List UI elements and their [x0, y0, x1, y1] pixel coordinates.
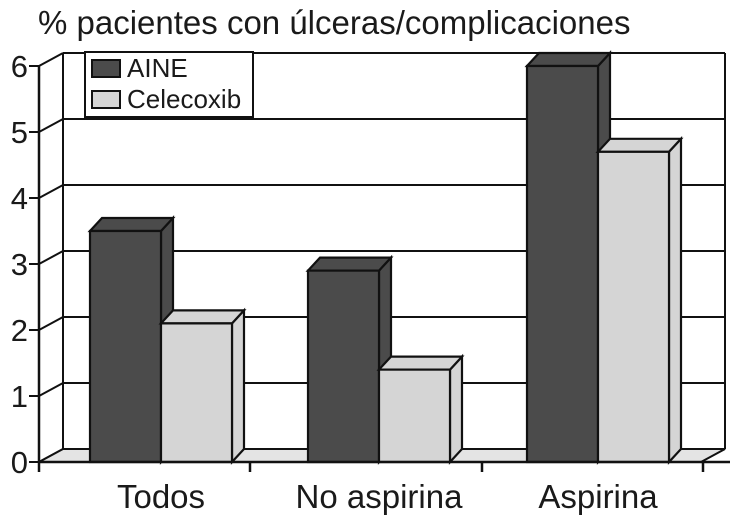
y-tick-label: 5 [11, 115, 28, 150]
bar-aine-no-aspirina-front [306, 269, 381, 464]
bar-celecoxib-todos-side [230, 307, 246, 465]
bar-celecoxib-aspirina-side [667, 135, 683, 465]
y-tick-label: 1 [11, 379, 28, 414]
bar-aine-todos-front [88, 229, 163, 464]
bar-aine-todos-top [87, 216, 176, 233]
legend-label-aine: AINE [127, 53, 188, 83]
legend-label-celecoxib: Celecoxib [127, 84, 241, 114]
bar-celecoxib-todos-top [158, 309, 247, 325]
y-tick-label: 3 [11, 247, 28, 282]
x-category-label: Aspirina [538, 478, 658, 515]
bar-aine-aspirina-top [524, 51, 613, 68]
bar-celecoxib-todos-front [159, 322, 234, 464]
labels-layer: 0 1 2 3 4 5 6 Todos No aspirina Aspirina [11, 49, 659, 515]
bar-aine-no-aspirina-top [305, 256, 394, 272]
y-tick-label: 6 [11, 49, 28, 84]
y-tick-diagonal [38, 184, 64, 199]
y-tick-diagonal [38, 382, 64, 397]
y-tick-diagonal [38, 316, 64, 331]
y-tick-label: 4 [11, 181, 28, 216]
bar-celecoxib-aspirina-top [595, 137, 684, 153]
y-tick-label: 2 [11, 313, 28, 348]
legend: AINE Celecoxib [84, 51, 254, 118]
bar-celecoxib-no-aspirina [376, 353, 465, 465]
y-tick-diagonal [38, 118, 64, 133]
bar-celecoxib-aspirina [595, 135, 684, 465]
bars-layer [87, 50, 684, 465]
bar-aine-aspirina-front [525, 64, 600, 464]
axis-layer [37, 66, 730, 472]
chart-title: % pacientes con úlceras/complicaciones [38, 4, 630, 41]
y-tick-diagonal [38, 52, 64, 67]
bar-celecoxib-no-aspirina-top [376, 355, 465, 371]
bar-celecoxib-todos [158, 307, 247, 465]
legend-swatch-celecoxib [91, 90, 121, 109]
x-category-label: Todos [117, 478, 205, 515]
legend-swatch-aine [91, 59, 121, 78]
y-tick-diagonal [38, 250, 64, 265]
y-tick-label: 0 [11, 445, 28, 480]
x-category-label: No aspirina [296, 478, 464, 515]
bar-celecoxib-aspirina-front [596, 150, 671, 464]
bar-celecoxib-no-aspirina-front [377, 368, 452, 464]
bar-celecoxib-no-aspirina-side [448, 353, 464, 465]
